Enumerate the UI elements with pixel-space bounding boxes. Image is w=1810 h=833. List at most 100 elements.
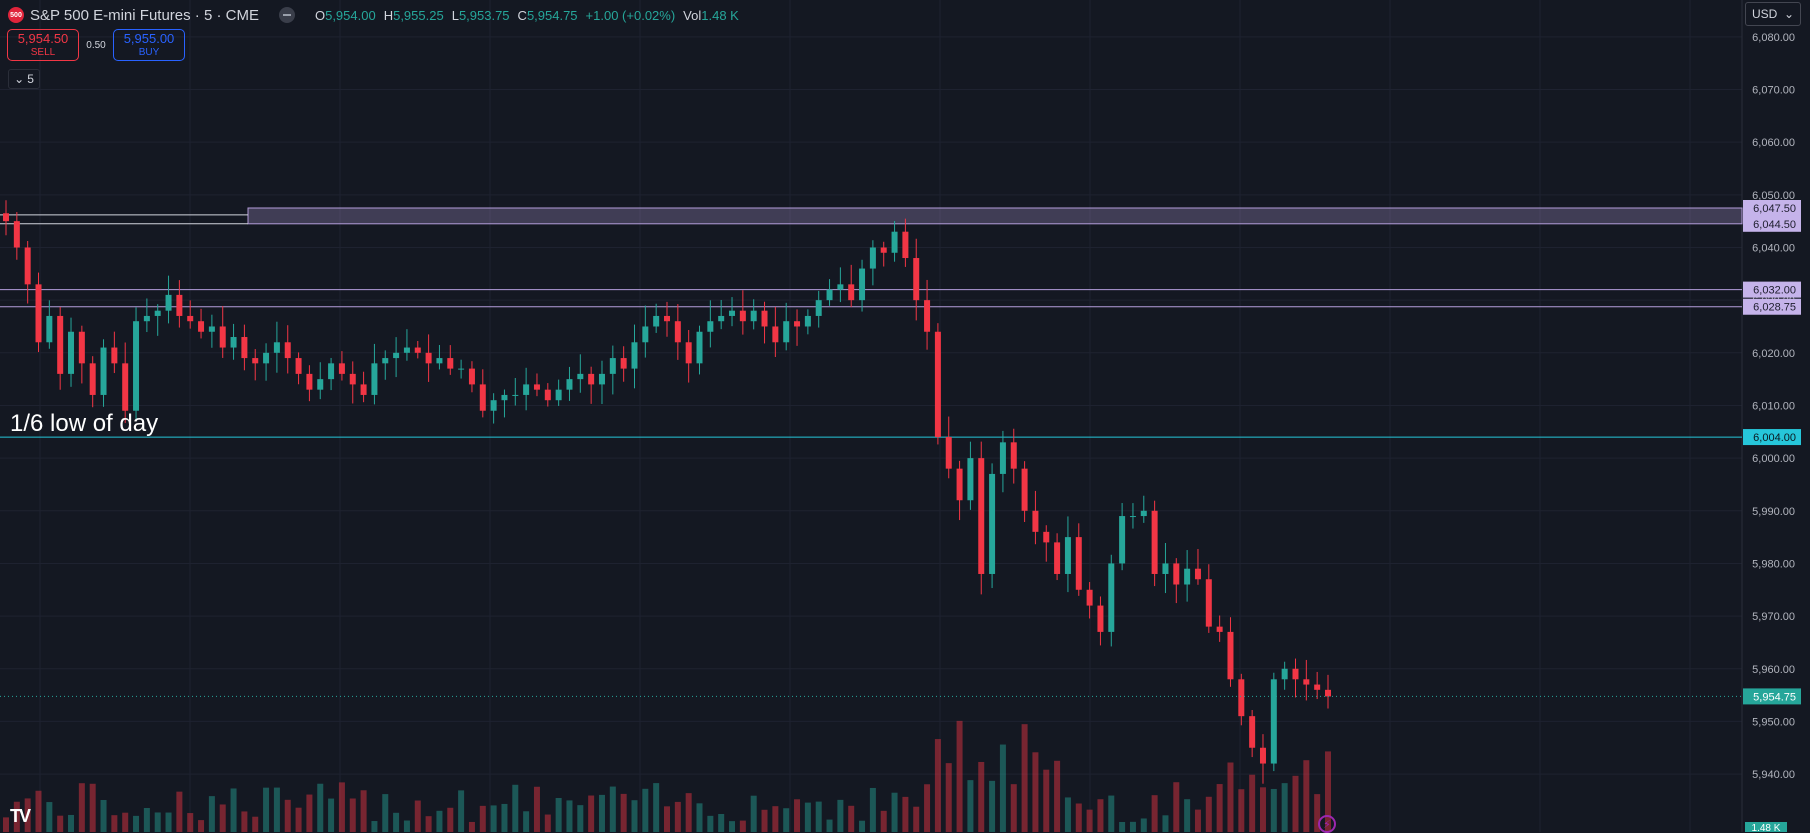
candle-body [1043, 531, 1050, 543]
zone-level-label: 6,028.75 [1753, 302, 1796, 314]
volume-bar [306, 794, 313, 832]
symbol-logo-icon[interactable]: 500 [8, 7, 24, 23]
volume-bar [403, 820, 410, 832]
candle-body [1119, 516, 1126, 564]
candle-body [1314, 684, 1321, 690]
zone-level-label: 6,032.00 [1753, 285, 1796, 297]
ohlc-change: +1.00 (+0.02%) [585, 7, 676, 23]
buy-label: BUY [138, 47, 160, 58]
volume-bar [371, 821, 378, 832]
ohlc-low: L5,953.75 [451, 7, 510, 23]
price-axis-label: 6,000.00 [1752, 453, 1795, 465]
candle-body [891, 231, 898, 253]
sell-button[interactable]: 5,954.50 SELL [7, 29, 79, 61]
volume-bar [273, 787, 280, 832]
volume-bar [1270, 788, 1277, 832]
candle-body [78, 331, 85, 364]
symbol-header: 500 S&P 500 E-mini Futures · 5 · CME O5,… [8, 4, 739, 26]
candle-body [761, 310, 768, 327]
zone-level-label-bg [1743, 281, 1801, 298]
candle-body [1216, 626, 1223, 632]
candle-body [89, 363, 96, 395]
candle-body [1173, 563, 1180, 585]
volume-bar [566, 800, 573, 832]
candle-body [328, 363, 335, 380]
volume-bar [57, 815, 64, 832]
candle-body [555, 389, 562, 401]
candle-body [263, 352, 270, 364]
ohlc-high: H5,955.25 [383, 7, 444, 23]
candle-body [198, 321, 205, 332]
volume-bar [1292, 775, 1299, 832]
symbol-title[interactable]: S&P 500 E-mini Futures · 5 · CME [30, 6, 259, 24]
interval-toggle-button[interactable]: ⌄ 5 [8, 69, 40, 89]
collapse-legend-icon[interactable] [278, 7, 295, 23]
volume-bar [523, 811, 530, 832]
candle-body [1303, 679, 1310, 685]
volume-bar [35, 790, 42, 832]
price-axis-label: 6,040.00 [1752, 242, 1795, 254]
candle-body [815, 300, 822, 316]
volume-bar [230, 788, 237, 832]
volume-bar [490, 805, 497, 832]
candle-body [945, 437, 952, 469]
candle-body [154, 310, 161, 316]
volume-badge-bg [1745, 822, 1787, 832]
candle-body [458, 368, 465, 370]
volume-bar [1249, 774, 1256, 832]
price-axis-label: 6,020.00 [1752, 348, 1795, 360]
price-axis-label: 5,960.00 [1752, 664, 1795, 676]
volume-bar [804, 802, 811, 832]
volume-bar [143, 807, 150, 832]
candle-body [13, 221, 20, 248]
candle-body [3, 213, 9, 222]
spread-value: 0.50 [86, 39, 106, 51]
zone-level-label-bg [1743, 215, 1801, 232]
candle-body [273, 342, 280, 353]
volume-bar [382, 794, 389, 832]
volume-bar [78, 783, 85, 832]
volume-bar [718, 813, 725, 832]
candle-body [1162, 563, 1169, 574]
lightning-icon[interactable]: ⚡ [1318, 815, 1336, 833]
candle-body [176, 294, 183, 316]
volume-bar [1086, 809, 1093, 832]
candle-body [57, 315, 64, 374]
chart-annotation-text[interactable]: 1/6 low of day [10, 410, 159, 437]
volume-bar [24, 798, 31, 832]
low-level-label: 6,004.00 [1753, 432, 1796, 444]
volume-bar [1173, 782, 1180, 832]
candle-body [1227, 631, 1234, 680]
volume-bar [1216, 784, 1223, 832]
volume-bar [328, 798, 335, 832]
candle-body [1054, 542, 1061, 574]
volume-bar [219, 804, 226, 832]
volume-bar [1075, 803, 1082, 832]
candle-body [284, 342, 291, 359]
buy-button[interactable]: 5,955.00 BUY [113, 29, 185, 61]
volume-bar [208, 796, 215, 832]
candle-body [989, 473, 996, 574]
volume-bar [685, 793, 692, 832]
volume-bar [761, 809, 768, 832]
currency-select[interactable]: USD ⌄ [1745, 2, 1801, 26]
candle-body [512, 394, 519, 396]
volume-bar [1129, 821, 1136, 832]
candle-body [230, 337, 237, 348]
volume-bar [1303, 760, 1310, 832]
volume-bar [588, 795, 595, 832]
candle-body [718, 315, 725, 322]
volume-bar [891, 792, 898, 832]
zone-level-label: 6,044.50 [1753, 219, 1796, 231]
volume-bar [544, 814, 551, 832]
volume-bar [729, 821, 736, 832]
volume-bar [934, 739, 941, 832]
volume-bar [68, 814, 75, 832]
buy-price: 5,955.00 [123, 31, 175, 46]
volume-bar [794, 799, 801, 832]
candle-body [577, 373, 584, 380]
tradingview-logo[interactable]: TV [10, 806, 31, 826]
candle-body [902, 231, 909, 259]
